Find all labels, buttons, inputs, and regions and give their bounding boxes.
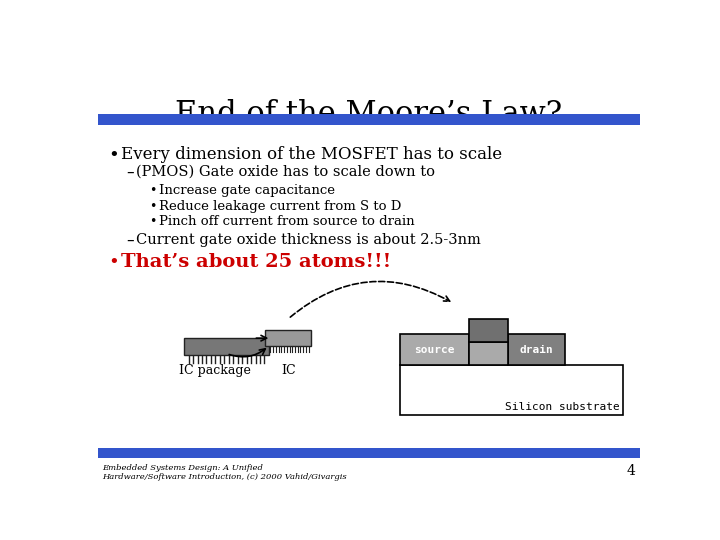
Text: •: • [109,253,120,272]
Bar [469,342,508,365]
Text: •: • [109,146,120,164]
Text: End of the Moore’s Law?: End of the Moore’s Law? [176,99,562,131]
Text: Reduce leakage current from S to D: Reduce leakage current from S to D [159,200,401,213]
Text: Current gate oxide thickness is about 2.5-3nm: Current gate oxide thickness is about 2.… [137,233,482,247]
Bar [265,330,311,346]
Bar [98,114,640,125]
Text: •: • [150,200,157,213]
Text: drain: drain [520,345,554,355]
Text: –: – [127,233,134,248]
Text: IC: IC [281,363,295,376]
Text: source: source [414,345,455,355]
Text: oxide: oxide [473,348,504,359]
Text: That’s about 25 atoms!!!: That’s about 25 atoms!!! [121,253,391,272]
Bar [508,334,565,365]
Bar [469,319,508,342]
Text: Pinch off current from source to drain: Pinch off current from source to drain [159,215,415,228]
Text: •: • [150,215,157,228]
Text: •: • [150,184,157,197]
Bar [400,334,469,365]
Text: 4: 4 [626,464,636,478]
Text: gate: gate [476,326,501,335]
Text: Silicon substrate: Silicon substrate [505,402,620,412]
Bar [98,448,640,457]
Text: Increase gate capacitance: Increase gate capacitance [159,184,335,197]
Bar [184,338,269,355]
Text: Embedded Systems Design: A Unified
Hardware/Software Introduction, (c) 2000 Vahi: Embedded Systems Design: A Unified Hardw… [102,464,347,481]
Text: IC package: IC package [179,363,251,376]
Text: (PMOS) Gate oxide has to scale down to: (PMOS) Gate oxide has to scale down to [137,165,436,179]
Text: Every dimension of the MOSFET has to scale: Every dimension of the MOSFET has to sca… [121,146,502,163]
Text: –: – [127,165,134,180]
Bar [400,365,623,415]
